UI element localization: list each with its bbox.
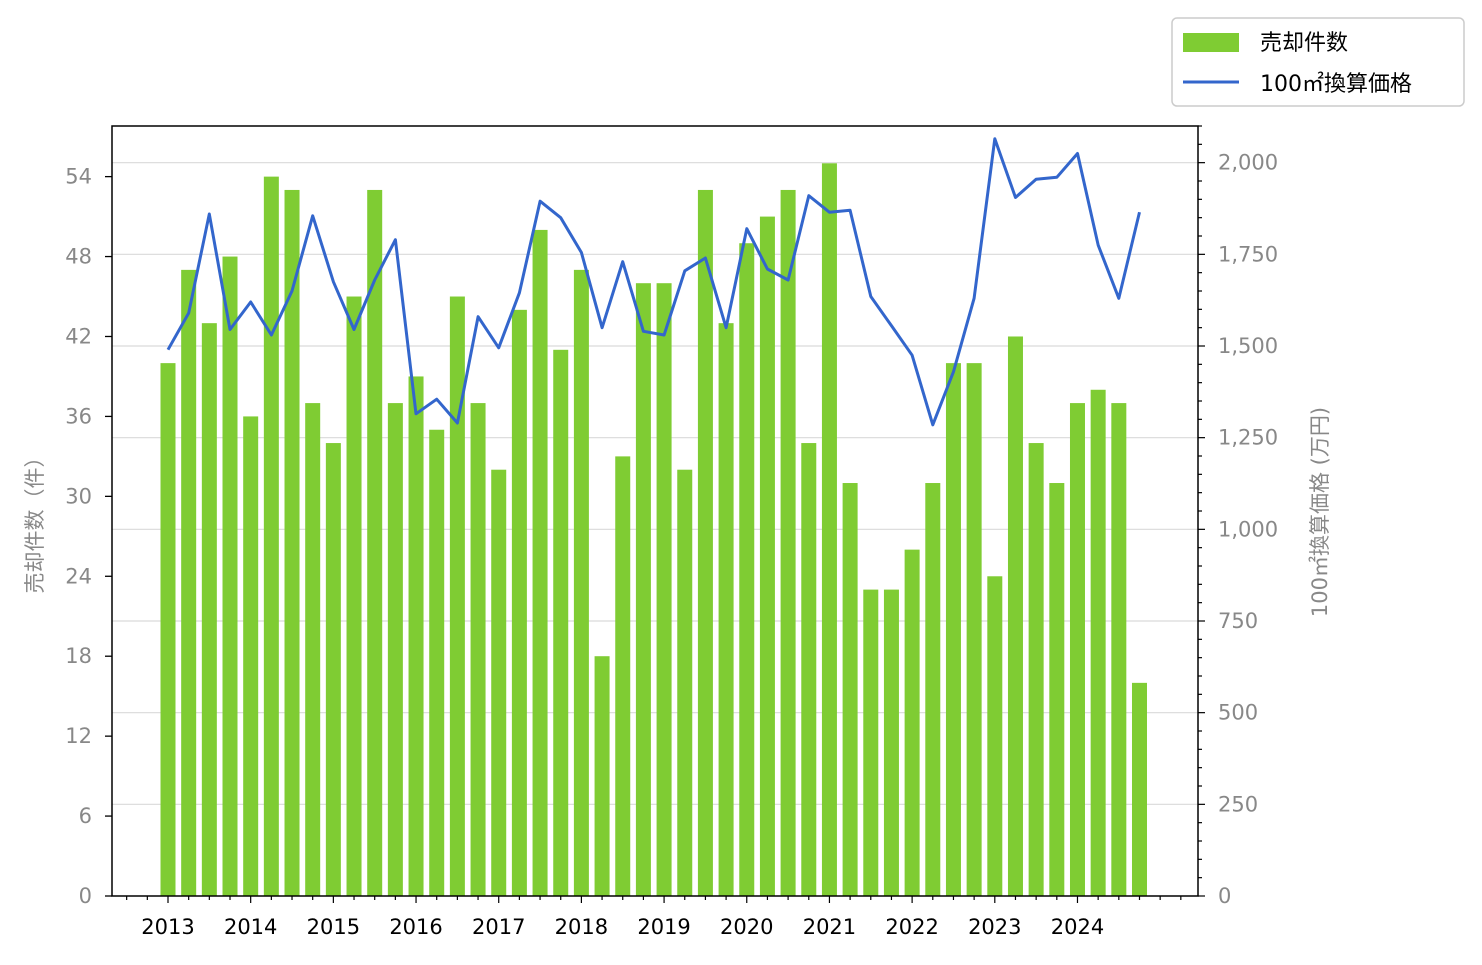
- bar: [594, 656, 610, 896]
- y2-tick-label: 1,750: [1218, 242, 1278, 266]
- bar: [429, 429, 445, 896]
- bar: [470, 403, 486, 896]
- x-tick-label: 2023: [968, 915, 1021, 939]
- legend-bar-swatch: [1183, 33, 1239, 52]
- x-tick-label: 2013: [141, 915, 194, 939]
- bar: [635, 283, 651, 896]
- bar: [491, 469, 507, 896]
- x-tick-label: 2024: [1051, 915, 1104, 939]
- y-tick-label: 0: [79, 884, 92, 908]
- bar: [842, 483, 858, 896]
- price-line: [166, 137, 1141, 427]
- bar: [739, 243, 755, 897]
- y-tick-label: 12: [65, 724, 92, 748]
- bar: [201, 323, 217, 897]
- bar: [284, 189, 300, 896]
- bar: [387, 403, 403, 896]
- y-tick-label: 30: [65, 484, 92, 508]
- x-tick-label: 2019: [637, 915, 690, 939]
- bar: [305, 403, 321, 896]
- x-tick-label: 2016: [389, 915, 442, 939]
- y2-tick-label: 1,000: [1218, 517, 1278, 541]
- x-tick-label: 2015: [307, 915, 360, 939]
- bar: [1007, 336, 1023, 896]
- y2-tick-label: 500: [1218, 701, 1258, 725]
- bar: [801, 443, 817, 896]
- bar: [1111, 403, 1127, 896]
- bar: [449, 296, 465, 896]
- bar: [863, 589, 879, 896]
- legend: 売却件数 100㎡換算価格: [1171, 17, 1465, 107]
- bar: [759, 216, 775, 896]
- bar: [243, 416, 259, 896]
- y-tick-label: 42: [65, 324, 92, 348]
- bar: [780, 189, 796, 896]
- y2-tick-label: 1,500: [1218, 334, 1278, 358]
- bar: [697, 189, 713, 896]
- y-tick-label: 6: [79, 804, 92, 828]
- bar: [904, 549, 920, 896]
- bar: [532, 229, 548, 896]
- y-tick-label: 48: [65, 245, 92, 269]
- bar: [718, 323, 734, 897]
- x-tick-label: 2020: [720, 915, 773, 939]
- bar: [1069, 403, 1085, 896]
- y2-tick-label: 0: [1218, 884, 1231, 908]
- x-tick-label: 2017: [472, 915, 525, 939]
- bar: [553, 349, 569, 896]
- y-tick-label: 54: [65, 165, 92, 189]
- legend-label-line: 100㎡換算価格: [1260, 71, 1412, 97]
- y2-tick-label: 1,250: [1218, 426, 1278, 450]
- bar: [821, 163, 837, 897]
- bar: [1049, 483, 1065, 896]
- y-tick-label: 36: [65, 404, 92, 428]
- bar: [408, 376, 424, 896]
- bar: [160, 363, 176, 896]
- bar: [677, 469, 693, 896]
- bar: [987, 576, 1003, 896]
- y2-tick-label: 750: [1218, 609, 1258, 633]
- bar: [656, 283, 672, 896]
- line-series: [166, 137, 1141, 427]
- legend-box: [1171, 17, 1465, 107]
- bar: [1090, 389, 1106, 896]
- bar: [325, 443, 341, 896]
- bar: [511, 309, 527, 896]
- bar: [346, 296, 362, 896]
- bar: [573, 269, 589, 896]
- bar-series: [160, 163, 1147, 897]
- legend-label-bars: 売却件数: [1260, 31, 1348, 56]
- bar: [966, 363, 982, 896]
- bar: [367, 189, 383, 896]
- x-tick-label: 2021: [803, 915, 856, 939]
- y2-tick-label: 2,000: [1218, 151, 1278, 175]
- bar: [222, 256, 238, 897]
- bar: [1028, 443, 1044, 896]
- y-tick-label: 24: [65, 564, 92, 588]
- y-axis-label: 売却件数（件）: [23, 447, 47, 594]
- axis-labels: 売却件数（件） 100㎡換算価格 (万円): [23, 407, 1332, 617]
- bar: [1131, 682, 1147, 896]
- x-tick-label: 2018: [555, 915, 608, 939]
- bar: [181, 269, 197, 896]
- bar: [263, 176, 279, 897]
- y2-axis-label: 100㎡換算価格 (万円): [1308, 407, 1332, 617]
- bar: [945, 363, 961, 896]
- y-tick-label: 18: [65, 644, 92, 668]
- bar: [925, 483, 941, 896]
- bar: [615, 456, 631, 896]
- bar: [883, 589, 899, 896]
- axes: 0 6 12 18 24 30 36 42 48 54 0 250 500 750 1,000 1,250 1,…: [65, 125, 1278, 939]
- y2-tick-label: 250: [1218, 792, 1258, 816]
- x-tick-label: 2014: [224, 915, 277, 939]
- x-tick-label: 2022: [885, 915, 938, 939]
